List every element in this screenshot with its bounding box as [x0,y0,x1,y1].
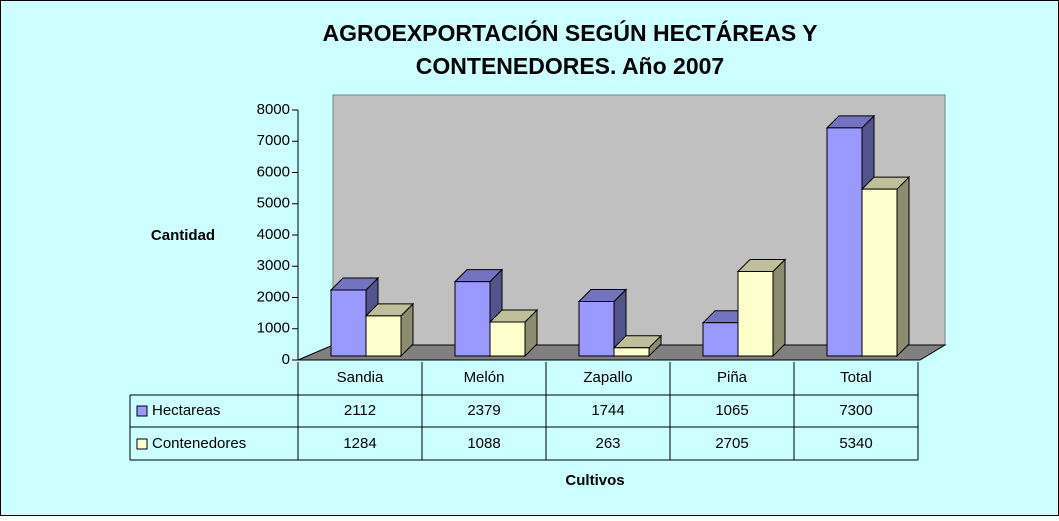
bar-front [826,127,863,357]
legend-label: Hectareas [152,402,220,419]
table-value: 263 [595,435,620,452]
bar-side [896,175,910,358]
y-axis-label: Cantidad [151,227,215,244]
table-value: 7300 [839,402,872,419]
bar [860,175,911,358]
y-tick-label: 4000 [257,226,290,243]
bar-front [737,270,774,357]
y-tick-label: 1000 [257,320,290,337]
table-value: 1744 [591,402,624,419]
y-tick-label: 0 [282,351,290,368]
legend-label: Contenedores [152,435,246,452]
bar [329,276,380,358]
x-axis-label: Cultivos [565,472,624,489]
data-table [129,362,919,461]
bar [612,334,663,358]
category-label: Piña [717,369,748,386]
table-value: 1088 [467,435,500,452]
y-tick-label: 6000 [257,163,290,180]
y-tick-label: 8000 [257,101,290,118]
legend-marker [136,438,148,450]
bar-front [578,301,615,357]
chart-title: AGROEXPORTACIÓN SEGÚN HECTÁREAS Y [323,19,818,46]
table-value: 1065 [715,402,748,419]
y-tick-label: 7000 [257,132,290,149]
table-value: 2379 [467,402,500,419]
table-value: 1284 [343,435,376,452]
category-label: Zapallo [583,369,632,386]
bar-front [861,188,898,357]
bar [488,308,539,358]
bar-front [489,321,526,357]
category-label: Sandia [337,369,384,386]
category-label: Melón [464,369,505,386]
bar-front [330,289,367,357]
bar [736,258,787,358]
category-label: Total [840,369,872,386]
table-value: 2112 [344,402,376,419]
y-tick-label: 5000 [257,195,290,212]
bar-front [365,315,402,357]
bar-side [772,258,786,358]
chart-title: CONTENEDORES. Año 2007 [416,53,724,79]
legend-marker [136,405,148,417]
table-value: 2705 [715,435,748,452]
bar-front [454,281,491,357]
table-value: 5340 [839,435,872,452]
bar-front [613,347,650,357]
bar [364,302,415,358]
bar-front [702,322,739,357]
y-tick-label: 3000 [257,257,290,274]
y-tick-label: 2000 [257,288,290,305]
